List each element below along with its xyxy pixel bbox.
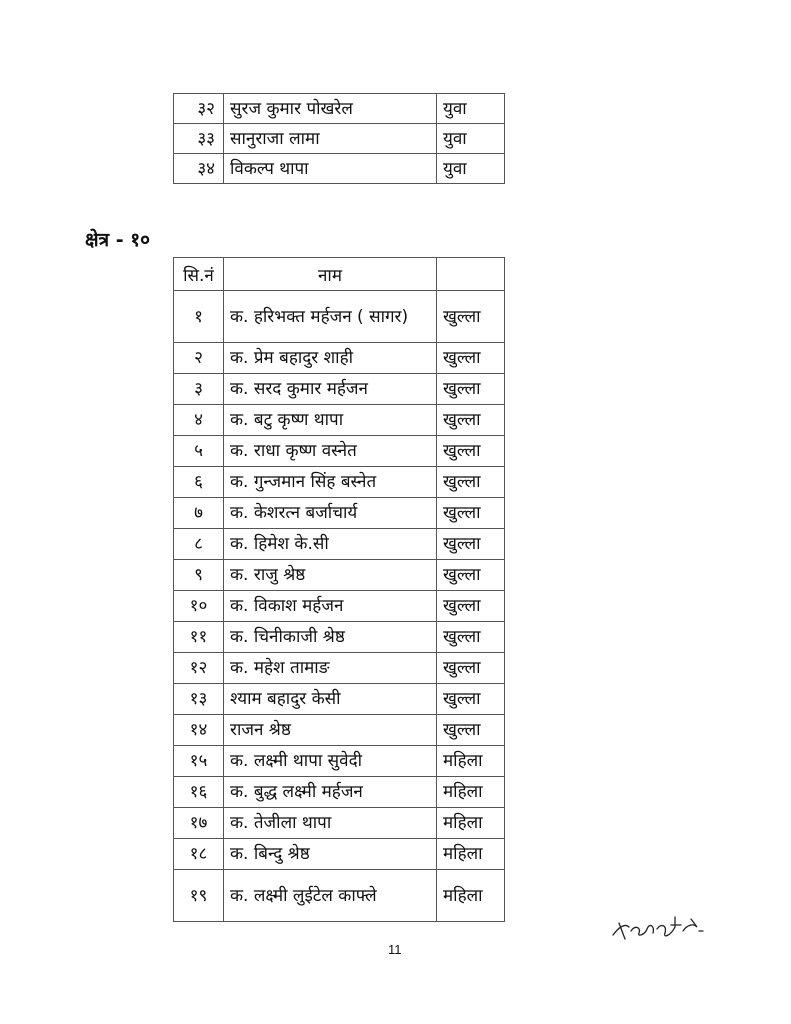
serial-number-cell: १ <box>173 290 224 343</box>
name-cell: क. महेश तामाङ <box>223 652 437 684</box>
table-row: ८ क. हिमेश के.सी खुल्ला <box>173 528 505 560</box>
table-row: १ क. हरिभक्त मर्हजन ( सागर) खुल्ला <box>173 290 505 343</box>
category-cell: महिला <box>436 838 505 870</box>
serial-number-cell: ५ <box>173 435 224 467</box>
page-number: 11 <box>388 942 402 957</box>
category-cell: युवा <box>436 93 505 124</box>
category-cell: खुल्ला <box>436 621 505 653</box>
name-cell: क. लक्ष्मी थापा सुवेदी <box>223 745 437 777</box>
table-row: १९ क. लक्ष्मी लुईटेल काफ्ले महिला <box>173 869 505 922</box>
name-cell: क. बटु कृष्ण थापा <box>223 404 437 436</box>
name-cell: विकल्प थापा <box>223 153 437 184</box>
table-row: ६ क. गुन्जमान सिंह बस्नेत खुल्ला <box>173 466 505 498</box>
category-cell: खुल्ला <box>436 290 505 343</box>
table-row: ७ क. केशरत्न बर्जाचार्य खुल्ला <box>173 497 505 529</box>
table-row: १२ क. महेश तामाङ खुल्ला <box>173 652 505 684</box>
name-cell: सानुराजा लामा <box>223 123 437 154</box>
category-cell: युवा <box>436 123 505 154</box>
name-cell: राजन श्रेष्ठ <box>223 714 437 746</box>
table-row: १६ क. बुद्ध लक्ष्मी मर्हजन महिला <box>173 776 505 808</box>
serial-number-cell: ९ <box>173 559 224 591</box>
table-row: ३३ सानुराजा लामा युवा <box>173 123 505 154</box>
name-cell: क. राधा कृष्ण वस्नेत <box>223 435 437 467</box>
name-cell: क. राजु श्रेष्ठ <box>223 559 437 591</box>
serial-number-cell: ३३ <box>173 123 224 154</box>
category-cell: महिला <box>436 745 505 777</box>
serial-number-cell: ३२ <box>173 93 224 124</box>
member-table: सि.नं नाम १ क. हरिभक्त मर्हजन ( सागर) खुल्… <box>173 257 505 922</box>
category-cell: महिला <box>436 869 505 922</box>
serial-number-cell: ६ <box>173 466 224 498</box>
category-cell: खुल्ला <box>436 590 505 622</box>
category-cell: खुल्ला <box>436 652 505 684</box>
category-cell: खुल्ला <box>436 683 505 715</box>
table-row: ९ क. राजु श्रेष्ठ खुल्ला <box>173 559 505 591</box>
table-row: ३२ सुरज कुमार पोखरेल युवा <box>173 93 505 124</box>
category-cell: महिला <box>436 807 505 839</box>
name-cell: क. तेजीला थापा <box>223 807 437 839</box>
name-cell: क. सरद कुमार मर्हजन <box>223 373 437 405</box>
category-cell: खुल्ला <box>436 528 505 560</box>
serial-number-cell: १२ <box>173 652 224 684</box>
serial-number-cell: ११ <box>173 621 224 653</box>
serial-number-cell: १९ <box>173 869 224 922</box>
category-cell: खुल्ला <box>436 342 505 374</box>
serial-number-cell: १८ <box>173 838 224 870</box>
name-cell: क. बिन्दु श्रेष्ठ <box>223 838 437 870</box>
header-category <box>436 257 505 291</box>
table-row: १३ श्याम बहादुर केसी खुल्ला <box>173 683 505 715</box>
table-row: १८ क. बिन्दु श्रेष्ठ महिला <box>173 838 505 870</box>
table-row: ५ क. राधा कृष्ण वस्नेत खुल्ला <box>173 435 505 467</box>
section-heading: क्षेत्र - १० <box>85 229 150 251</box>
table-row: ३ क. सरद कुमार मर्हजन खुल्ला <box>173 373 505 405</box>
signature-image <box>612 916 704 940</box>
serial-number-cell: ३४ <box>173 153 224 184</box>
table-row: ३४ विकल्प थापा युवा <box>173 153 505 184</box>
name-cell: क. गुन्जमान सिंह बस्नेत <box>223 466 437 498</box>
serial-number-cell: ८ <box>173 528 224 560</box>
category-cell: खुल्ला <box>436 404 505 436</box>
header-name: नाम <box>223 257 437 291</box>
serial-number-cell: १४ <box>173 714 224 746</box>
table-row: ४ क. बटु कृष्ण थापा खुल्ला <box>173 404 505 436</box>
name-cell: क. लक्ष्मी लुईटेल काफ्ले <box>223 869 437 922</box>
serial-number-cell: ३ <box>173 373 224 405</box>
category-cell: खुल्ला <box>436 559 505 591</box>
continued-member-table: ३२ सुरज कुमार पोखरेल युवा ३३ सानुराजा लामा यु… <box>173 93 505 184</box>
table-row: ११ क. चिनीकाजी श्रेष्ठ खुल्ला <box>173 621 505 653</box>
serial-number-cell: १६ <box>173 776 224 808</box>
category-cell: खुल्ला <box>436 435 505 467</box>
serial-number-cell: १५ <box>173 745 224 777</box>
name-cell: श्याम बहादुर केसी <box>223 683 437 715</box>
name-cell: क. केशरत्न बर्जाचार्य <box>223 497 437 529</box>
category-cell: महिला <box>436 776 505 808</box>
name-cell: क. हरिभक्त मर्हजन ( सागर) <box>223 290 437 343</box>
name-cell: क. बुद्ध लक्ष्मी मर्हजन <box>223 776 437 808</box>
category-cell: खुल्ला <box>436 373 505 405</box>
name-cell: क. प्रेम बहादुर शाही <box>223 342 437 374</box>
serial-number-cell: १३ <box>173 683 224 715</box>
table-row: १७ क. तेजीला थापा महिला <box>173 807 505 839</box>
serial-number-cell: ४ <box>173 404 224 436</box>
category-cell: खुल्ला <box>436 714 505 746</box>
name-cell: क. चिनीकाजी श्रेष्ठ <box>223 621 437 653</box>
table-row: १४ राजन श्रेष्ठ खुल्ला <box>173 714 505 746</box>
serial-number-cell: १७ <box>173 807 224 839</box>
serial-number-cell: १० <box>173 590 224 622</box>
header-sn: सि.नं <box>173 257 224 291</box>
category-cell: खुल्ला <box>436 466 505 498</box>
name-cell: सुरज कुमार पोखरेल <box>223 93 437 124</box>
table-row: १० क. विकाश मर्हजन खुल्ला <box>173 590 505 622</box>
category-cell: खुल्ला <box>436 497 505 529</box>
name-cell: क. विकाश मर्हजन <box>223 590 437 622</box>
category-cell: युवा <box>436 153 505 184</box>
table-header-row: सि.नं नाम <box>173 257 505 291</box>
table-row: १५ क. लक्ष्मी थापा सुवेदी महिला <box>173 745 505 777</box>
table-row: २ क. प्रेम बहादुर शाही खुल्ला <box>173 342 505 374</box>
serial-number-cell: २ <box>173 342 224 374</box>
serial-number-cell: ७ <box>173 497 224 529</box>
name-cell: क. हिमेश के.सी <box>223 528 437 560</box>
